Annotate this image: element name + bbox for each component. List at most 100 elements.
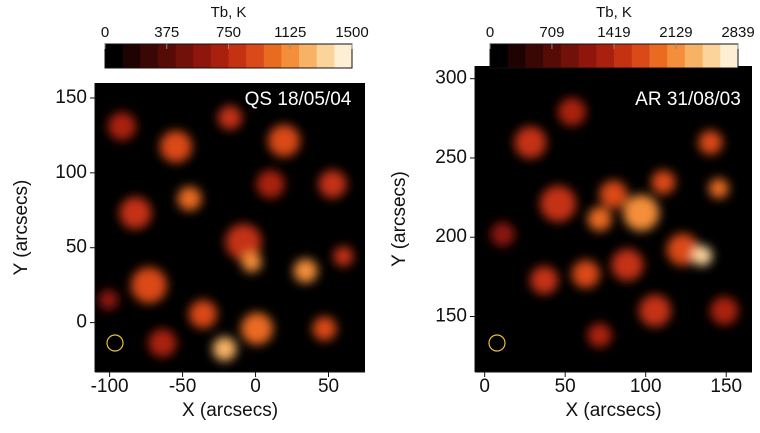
colorbar-tick-label: 0 [486, 24, 494, 41]
colorbar-step [210, 44, 229, 68]
emission-blob [587, 207, 612, 231]
emission-blob [708, 178, 729, 199]
emission-blob [599, 180, 628, 209]
colorbar-label: Tb, K [211, 4, 247, 21]
emission-blob [160, 130, 192, 163]
x-tick-label: 50 [555, 376, 576, 397]
colorbar-step [507, 44, 526, 68]
emission-blob [571, 260, 600, 289]
colorbar-step [490, 44, 509, 68]
x-tick-label: -50 [169, 376, 196, 397]
emission-blob [514, 126, 547, 159]
emission-blob [108, 112, 136, 141]
colorbar-step [316, 44, 335, 68]
colorbar-step [193, 44, 212, 68]
colorbar-step [684, 44, 704, 68]
emission-blob [692, 245, 713, 266]
emission-blob [710, 296, 739, 325]
colorbar-tick-label: 1500 [335, 24, 368, 41]
colorbar-step [299, 44, 318, 68]
panel-title: AR 31/08/03 [635, 89, 741, 110]
colorbar-step [175, 44, 194, 68]
beam-circle [488, 334, 506, 352]
emission-blob [312, 316, 337, 341]
x-axis-label: X (arcsecs) [182, 400, 278, 421]
emission-blob [148, 329, 177, 358]
x-tick-label: 100 [630, 376, 662, 397]
colorbar-step [228, 44, 247, 68]
colorbar-step [631, 44, 650, 68]
y-axis-label: Y (arcsecs) [389, 171, 410, 267]
colorbar-tick-label: 750 [216, 24, 241, 41]
emission-blob [318, 170, 347, 199]
emission-blob [333, 246, 354, 267]
y-tick-label: 150 [435, 306, 467, 327]
x-tick-label: -100 [91, 376, 129, 397]
y-tick-label: 50 [66, 237, 87, 258]
colorbar-step [525, 44, 544, 68]
y-tick-label: 250 [435, 147, 467, 168]
emission-blob [623, 194, 660, 231]
panel-title: QS 18/05/04 [245, 89, 352, 110]
colorbar-tick-label: 1419 [597, 24, 630, 41]
emission-blob [256, 170, 285, 199]
emission-blob [218, 105, 242, 130]
beam-circle [106, 334, 124, 352]
colorbar-step [702, 44, 721, 68]
emission-blob [698, 130, 723, 155]
y-tick-label: 150 [55, 87, 87, 108]
colorbar-step [281, 44, 300, 68]
heatmap-background [475, 66, 752, 372]
emission-blob [268, 124, 300, 157]
x-tick-label: 0 [250, 376, 261, 397]
emission-blob [177, 186, 202, 211]
colorbar-step [543, 44, 562, 68]
colorbar-step [596, 44, 615, 68]
colorbar-step [649, 44, 668, 68]
emission-blob [530, 266, 559, 295]
emission-blob [293, 258, 318, 283]
colorbar-step [263, 44, 282, 68]
emission-blob [119, 197, 152, 230]
emission-blob [490, 222, 515, 247]
emission-blob [639, 294, 672, 327]
colorbar-step [122, 44, 141, 68]
heatmap-image [98, 105, 354, 361]
colorbar-step [578, 44, 597, 68]
colorbar-label: Tb, K [596, 4, 632, 21]
y-tick-label: 200 [435, 226, 467, 247]
emission-blob [189, 300, 217, 329]
colorbar-step [560, 44, 580, 68]
emission-blob [241, 252, 262, 273]
emission-blob [241, 312, 273, 345]
colorbar-tick-label: 1125 [274, 24, 306, 41]
y-tick-label: 100 [55, 162, 87, 183]
colorbar-step [614, 44, 633, 68]
x-tick-label: 50 [318, 376, 339, 397]
colorbar-step [667, 44, 686, 68]
emission-blob [98, 289, 119, 310]
colorbar-tick-label: 2839 [721, 24, 754, 41]
emission-blob [666, 233, 699, 266]
colorbar-step [105, 44, 124, 68]
colorbar-tick-label: 709 [539, 24, 564, 41]
colorbar-step [246, 44, 265, 68]
emission-blob [557, 97, 586, 126]
emission-blob [225, 223, 262, 260]
x-tick-label: 0 [479, 376, 490, 397]
emission-blob [587, 323, 612, 348]
colorbar-step [140, 44, 159, 68]
colorbar-step [720, 44, 739, 68]
y-tick-label: 300 [435, 68, 467, 89]
heatmap-image [490, 97, 739, 348]
emission-blob [651, 170, 676, 195]
y-tick-label: 0 [76, 312, 87, 333]
y-axis-label: Y (arcsecs) [11, 180, 32, 276]
colorbar-tick-label: 0 [101, 24, 109, 41]
emission-blob [131, 267, 167, 304]
x-tick-label: 150 [710, 376, 742, 397]
emission-blob [212, 336, 237, 361]
emission-blob [540, 185, 577, 222]
emission-blob [611, 248, 644, 281]
